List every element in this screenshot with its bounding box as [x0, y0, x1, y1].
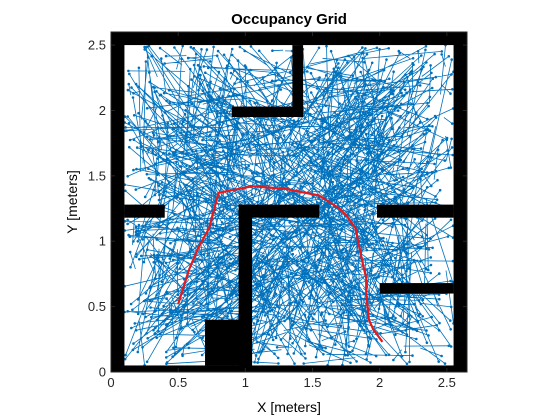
obstacle-0: [111, 32, 467, 46]
x-tick-label: 1.5: [303, 375, 321, 390]
x-tick-label: 1: [242, 375, 249, 390]
y-axis-label: Y [meters]: [64, 170, 80, 234]
x-tick-label: 0: [107, 375, 114, 390]
tree-edges: [124, 45, 454, 366]
x-tick-label: 0.5: [169, 375, 187, 390]
planned-path-layer: [177, 185, 384, 343]
obstacle-1: [111, 365, 467, 372]
plot-area: [110, 31, 468, 373]
obstacle-11: [205, 319, 253, 366]
obstacle-10: [379, 283, 454, 294]
y-tick-label: 1.5: [88, 168, 106, 183]
y-axis-ticks: 0 0.5 1 1.5 2 2.5: [88, 38, 467, 380]
axes-box: [110, 31, 468, 373]
y-tick-label: 1: [99, 234, 106, 249]
x-tick-label: 2.5: [438, 375, 456, 390]
y-tick-label: 2: [99, 103, 106, 118]
obstacle-4: [292, 45, 304, 118]
x-tick-label: 2: [376, 375, 383, 390]
obstacle-7: [238, 204, 320, 218]
y-tick-label: 2.5: [88, 38, 106, 53]
obstacle-5: [231, 106, 304, 117]
obstacle-9: [376, 204, 454, 218]
obstacle-3: [453, 32, 467, 372]
x-axis-ticks: 0 0.5 1 1.5 2 2.5: [107, 32, 456, 390]
exploration-tree: [123, 43, 455, 367]
x-axis-label: X [meters]: [257, 399, 321, 415]
chart-title: Occupancy Grid: [231, 11, 347, 28]
obstacle-layer: [111, 32, 467, 372]
tree-nodes: [123, 43, 455, 367]
y-tick-label: 0: [99, 365, 106, 380]
y-tick-label: 0.5: [88, 299, 106, 314]
obstacle-6: [124, 204, 165, 218]
planned-path-line: [177, 185, 384, 343]
obstacle-2: [111, 32, 125, 372]
